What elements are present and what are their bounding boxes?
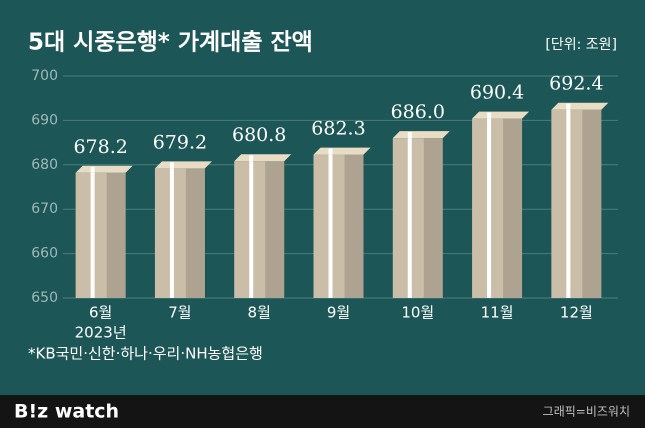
value-label: 690.4 [470, 82, 524, 104]
bar [234, 161, 285, 298]
y-tick-label: 700 [31, 68, 58, 84]
bar-side [185, 168, 205, 298]
value-label: 678.2 [73, 136, 127, 158]
bar-top-band [249, 155, 254, 162]
credit: 그래픽=비즈워치 [543, 405, 630, 419]
bar-band [487, 118, 492, 299]
bar-top [75, 165, 133, 173]
bar-top-band [407, 132, 412, 139]
bar-band [566, 109, 571, 298]
bar-top-band [90, 166, 95, 173]
bar-band [249, 161, 254, 298]
bar-top [472, 111, 530, 119]
bar-side [582, 109, 602, 298]
x-tick-label: 11월 [481, 304, 514, 322]
value-label: 692.4 [549, 73, 603, 95]
x-tick-sublabel: 2023년 [75, 324, 127, 342]
bar-band [328, 154, 333, 298]
bar-side [265, 161, 285, 298]
bar-top [392, 131, 450, 139]
x-tick-label: 7월 [168, 304, 191, 322]
y-tick-label: 670 [31, 201, 58, 217]
y-tick-label: 680 [31, 157, 58, 173]
y-tick-label: 650 [31, 290, 58, 306]
bar-band [407, 138, 412, 298]
x-tick-label: 10월 [401, 304, 434, 322]
bar [472, 118, 523, 299]
chart-title: 5대 시중은행* 가계대출 잔액 [28, 30, 313, 56]
bar-band [90, 172, 95, 298]
bar-side [106, 172, 126, 298]
bar-side [503, 118, 523, 299]
bar-top-band [328, 148, 333, 155]
x-tick-label: 8월 [248, 304, 271, 322]
bar-band [169, 168, 174, 298]
bar [313, 154, 364, 298]
bar-side [423, 138, 443, 298]
x-tick-label: 6월 [89, 304, 112, 322]
x-tick-label: 9월 [327, 304, 350, 322]
bar-top [234, 154, 292, 162]
y-tick-label: 690 [31, 112, 58, 128]
logo: B!z watch [14, 401, 119, 423]
footer-bar [0, 395, 645, 428]
bar-top-band [566, 103, 571, 110]
y-tick-label: 660 [31, 246, 58, 262]
bar [75, 172, 126, 298]
footnote: *KB국민·신한·하나·우리·NH농협은행 [28, 345, 263, 363]
bar-side [344, 154, 364, 298]
bar-top [551, 102, 609, 110]
bar-top-band [487, 112, 492, 119]
bar-top [313, 147, 371, 155]
bar-top-band [169, 162, 174, 169]
value-label: 679.2 [153, 131, 207, 153]
unit-label: [단위: 조원] [545, 37, 617, 53]
plot: 650 660 670 680 690 700 6월 2023년 678.2 7월 679.2 8월 6… [31, 68, 618, 342]
bar [551, 109, 602, 298]
value-label: 680.8 [232, 124, 286, 146]
x-tick-label: 12월 [560, 304, 593, 322]
value-label: 682.3 [311, 118, 365, 140]
value-label: 686.0 [391, 101, 445, 123]
bar [154, 168, 205, 298]
bar-top [154, 161, 212, 169]
bar [392, 138, 443, 298]
